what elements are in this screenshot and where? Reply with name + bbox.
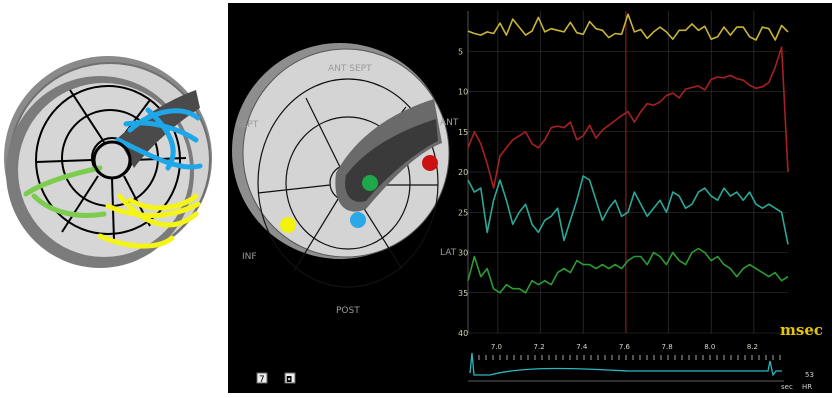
x-tick-label: 7.6 — [619, 343, 631, 351]
y-tick-label: 30 — [458, 249, 468, 258]
bullseye-face — [242, 48, 450, 258]
y-tick-label: 20 — [458, 168, 468, 177]
bullseye-plot: ANT SEPT ANT SEPT LAT INF POST — [232, 43, 459, 316]
tool-button-b[interactable]: ◘ — [284, 372, 296, 384]
center-ring — [92, 140, 132, 180]
x-tick-label: 7.4 — [576, 343, 588, 351]
y-tick-label: 35 — [458, 289, 468, 298]
fiber-orientation-diagram — [4, 56, 212, 268]
x-tick-label: 7.8 — [662, 343, 673, 351]
series-line-3 — [467, 247, 789, 294]
tool-button-a[interactable]: 7 — [256, 372, 268, 385]
label-ant: ANT — [440, 118, 459, 128]
analysis-panel: ANT SEPT ANT SEPT LAT INF POST 5 10 15 20 25… — [228, 3, 832, 393]
y-tick-label: 10 — [458, 88, 468, 97]
tool-button-b-label: ◘ — [286, 375, 292, 384]
series-line-0 — [467, 13, 789, 41]
chart-grid — [467, 11, 788, 334]
y-tick-label: 25 — [458, 208, 468, 217]
hr-sec-label: sec — [781, 383, 793, 391]
red-marker[interactable] — [422, 155, 438, 171]
hr-value: 53 — [805, 371, 814, 379]
y-tick-labels: 5 10 15 20 25 30 35 40 — [458, 47, 468, 338]
series-line-2 — [467, 175, 789, 245]
y-tick-label: 15 — [458, 128, 468, 137]
series-lines — [467, 13, 789, 294]
fibers — [23, 107, 203, 249]
label-inf: INF — [242, 252, 257, 262]
ecg-strip: 53 sec HR — [468, 352, 814, 391]
green-marker[interactable] — [362, 175, 378, 191]
unit-label: msec — [780, 321, 823, 339]
x-tick-label: 8.2 — [747, 343, 758, 351]
ecg-trace — [469, 352, 782, 377]
x-tick-labels: 7.0 7.2 7.4 7.6 7.8 8.0 8.2 — [491, 343, 758, 351]
label-sept: SEPT — [236, 120, 259, 130]
series-line-1 — [467, 46, 789, 189]
blue-marker[interactable] — [350, 212, 366, 228]
panel-canvas: ANT SEPT ANT SEPT LAT INF POST 5 10 15 20 25… — [232, 11, 823, 391]
label-ant-sept: ANT SEPT — [328, 64, 372, 74]
ecg-ticks — [471, 355, 781, 360]
hr-label: HR — [802, 383, 812, 391]
label-post: POST — [336, 306, 360, 316]
label-lat: LAT — [440, 248, 457, 258]
y-tick-label: 5 — [458, 47, 463, 56]
x-tick-label: 7.2 — [534, 343, 545, 351]
yellow-marker[interactable] — [280, 217, 296, 233]
x-tick-label: 8.0 — [704, 343, 715, 351]
tool-button-a-label: 7 — [259, 375, 265, 385]
strain-chart: 5 10 15 20 25 30 35 40 7.0 7.2 7.4 7.6 7.8 8.0 8.2 ms… — [458, 11, 823, 351]
y-tick-label: 40 — [458, 329, 468, 338]
x-tick-label: 7.0 — [491, 343, 502, 351]
